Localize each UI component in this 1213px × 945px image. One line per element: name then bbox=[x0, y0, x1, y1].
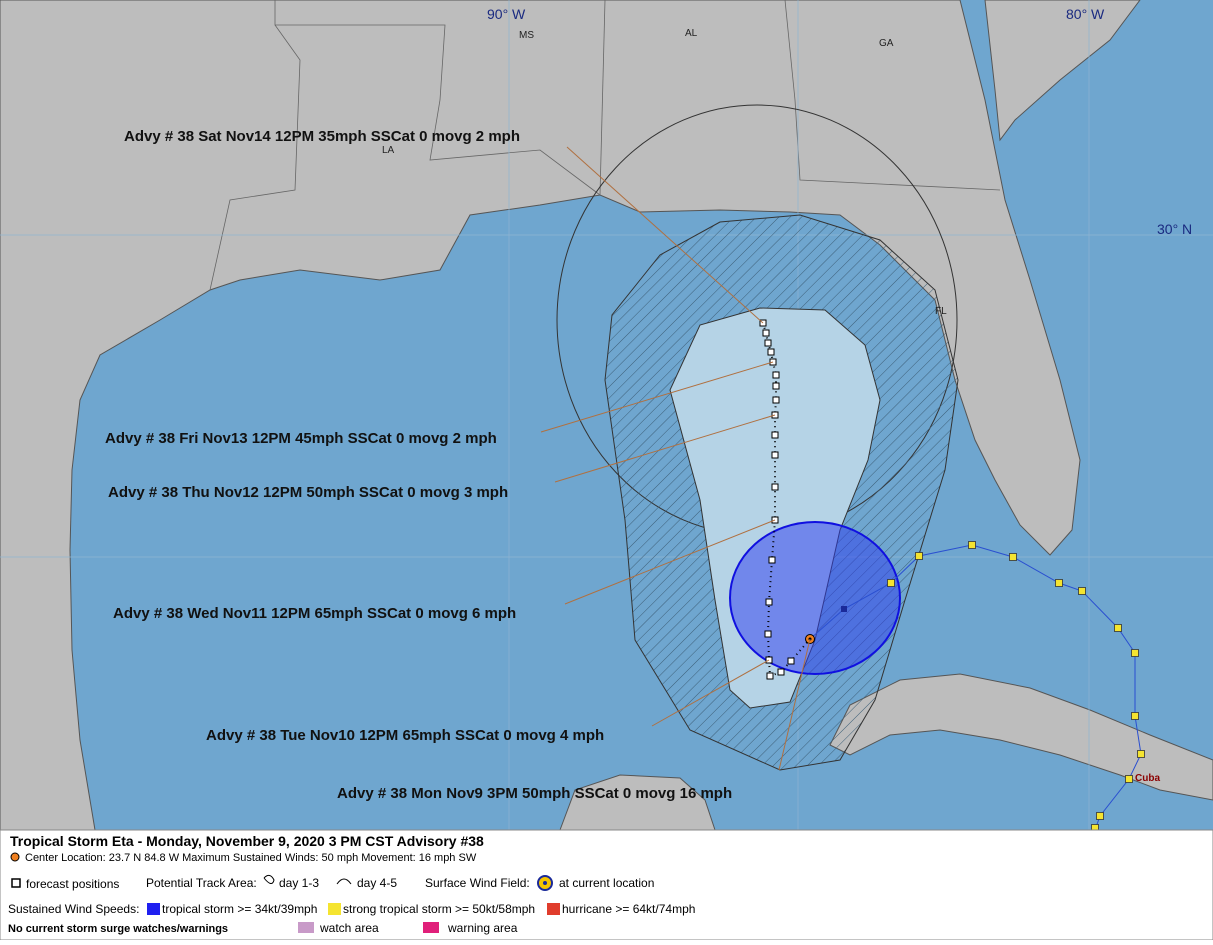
legend-text: Surface Wind Field: bbox=[425, 876, 530, 890]
state-label: GA bbox=[879, 38, 894, 49]
forecast-position bbox=[787, 657, 795, 665]
past-positions bbox=[887, 541, 1145, 832]
past-position bbox=[1096, 812, 1104, 820]
forecast-position bbox=[771, 483, 779, 491]
past-position bbox=[968, 541, 976, 549]
advisory-label: Advy # 38 Fri Nov13 12PM 45mph SSCat 0 m… bbox=[105, 430, 497, 447]
legend-text: Potential Track Area: bbox=[146, 876, 257, 890]
past-position bbox=[1078, 587, 1086, 595]
past-position bbox=[887, 579, 895, 587]
past-position bbox=[1055, 579, 1063, 587]
advisory-label: Advy # 38 Sat Nov14 12PM 35mph SSCat 0 m… bbox=[124, 128, 520, 145]
day-1-3-cone bbox=[669, 307, 881, 709]
legend-ts-swatch bbox=[147, 903, 160, 915]
advisory-label: Advy # 38 Tue Nov10 12PM 65mph SSCat 0 m… bbox=[206, 727, 604, 744]
forecast-position bbox=[764, 339, 772, 347]
legend-text: day 1-3 bbox=[279, 876, 319, 890]
legend-text: tropical storm >= 34kt/39mph bbox=[162, 902, 317, 916]
forecast-position bbox=[772, 371, 780, 379]
legend-details: Center Location: 23.7 N 84.8 W Maximum S… bbox=[25, 852, 477, 864]
advisory-label: Advy # 38 Mon Nov9 3PM 50mph SSCat 0 mov… bbox=[337, 785, 732, 802]
state-label: MS bbox=[519, 30, 534, 41]
legend-text: forecast positions bbox=[26, 877, 119, 891]
legend-text: watch area bbox=[319, 921, 379, 935]
past-position bbox=[1114, 624, 1122, 632]
forecast-position bbox=[766, 672, 774, 680]
legend-text: day 4-5 bbox=[357, 876, 397, 890]
forecast-position bbox=[767, 348, 775, 356]
legend-text: strong tropical storm >= 50kt/58mph bbox=[343, 902, 535, 916]
wind-center bbox=[841, 606, 847, 612]
state-label: AL bbox=[685, 28, 698, 39]
legend-center-icon bbox=[10, 852, 20, 862]
grid-label: 80° W bbox=[1066, 6, 1105, 22]
forecast-position bbox=[762, 329, 770, 337]
past-position bbox=[915, 552, 923, 560]
legend-text: at current location bbox=[559, 876, 654, 890]
legend-forecast-icon bbox=[11, 878, 21, 888]
advisory-label: Advy # 38 Thu Nov12 12PM 50mph SSCat 0 m… bbox=[108, 484, 508, 501]
forecast-position bbox=[765, 598, 773, 606]
legend-day45-icon bbox=[336, 878, 352, 885]
forecast-position bbox=[764, 630, 772, 638]
past-position bbox=[1131, 712, 1139, 720]
past-position bbox=[1137, 750, 1145, 758]
past-position bbox=[1009, 553, 1017, 561]
past-position bbox=[1131, 649, 1139, 657]
grid-label: 30° N bbox=[1157, 221, 1192, 237]
legend-text: hurricane >= 64kt/74mph bbox=[562, 902, 695, 916]
legend-title: Tropical Storm Eta - Monday, November 9,… bbox=[10, 833, 484, 849]
forecast-position bbox=[777, 668, 785, 676]
state-label: FL bbox=[935, 306, 947, 317]
forecast-position bbox=[771, 451, 779, 459]
state-label: LA bbox=[382, 145, 395, 156]
past-position bbox=[1125, 775, 1133, 783]
country-label: Cuba bbox=[1135, 773, 1160, 784]
legend-text: warning area bbox=[447, 921, 518, 935]
legend-text: No current storm surge watches/warnings bbox=[8, 923, 228, 935]
legend-day13-icon bbox=[263, 874, 275, 884]
us-land-east bbox=[984, 0, 1141, 142]
forecast-position bbox=[768, 556, 776, 564]
legend-sts-swatch bbox=[328, 903, 341, 915]
legend-wind-icon-dot bbox=[543, 881, 547, 885]
grid-label: 90° W bbox=[487, 6, 526, 22]
legend-box bbox=[0, 829, 1213, 941]
cuba-land bbox=[829, 673, 1213, 801]
advisory-label: Advy # 38 Wed Nov11 12PM 65mph SSCat 0 m… bbox=[113, 605, 516, 622]
wind-field bbox=[729, 521, 901, 675]
legend-text: Sustained Wind Speeds: bbox=[8, 902, 139, 916]
legend-watch-swatch bbox=[298, 922, 314, 933]
forecast-position bbox=[772, 382, 780, 390]
state-borders bbox=[209, 0, 1001, 291]
legend-warning-swatch bbox=[423, 922, 439, 933]
forecast-position bbox=[772, 396, 780, 404]
leaders bbox=[540, 146, 811, 771]
legend-hu-swatch bbox=[547, 903, 560, 915]
forecast-position bbox=[771, 431, 779, 439]
